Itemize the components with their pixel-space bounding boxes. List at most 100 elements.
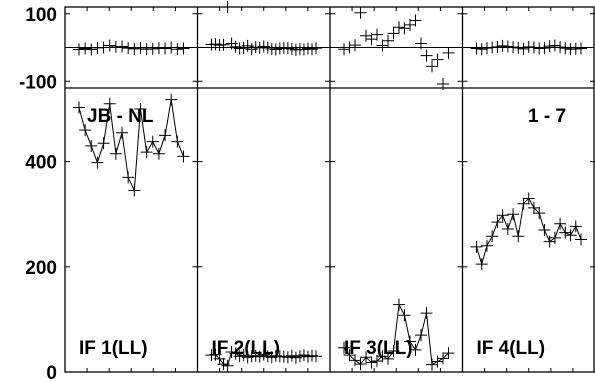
amp-point [152, 147, 165, 160]
phase-point [73, 43, 85, 56]
panel-2: IF 2(LL) [205, 1, 322, 372]
phase-point [159, 42, 172, 55]
phase-point [354, 6, 367, 19]
phase-point [360, 29, 372, 42]
amp-point [486, 230, 499, 243]
amp-point [376, 350, 389, 363]
amp-point [437, 352, 449, 365]
amp-point [480, 239, 493, 252]
phase-point [575, 42, 587, 55]
amp-point [79, 124, 92, 137]
phase-tick-label: 100 [25, 5, 57, 26]
panel-label: IF 4(LL) [477, 338, 546, 359]
phase-point [217, 38, 230, 51]
scan-label: 1 - 7 [528, 106, 566, 127]
amp-point [103, 97, 116, 110]
phase-point [522, 40, 535, 53]
amp-tick-label: 400 [25, 153, 57, 174]
amp-point [527, 201, 540, 214]
phase-point [165, 41, 178, 54]
amp-point [360, 351, 372, 364]
phase-point [85, 43, 98, 56]
phase-point [387, 27, 400, 40]
phase-point [470, 42, 483, 55]
amp-point [431, 355, 444, 368]
amp-point [97, 137, 110, 150]
phase-point [349, 39, 361, 52]
baseline-label: JB - NL [87, 106, 154, 127]
amp-line [78, 99, 184, 193]
phase-point [116, 40, 129, 53]
amp-point [426, 358, 438, 371]
amp-point [371, 354, 383, 367]
phase-point [426, 60, 438, 73]
amp-point [543, 235, 556, 248]
phase-point [437, 77, 449, 90]
phase-point [382, 34, 394, 47]
phase-point [496, 39, 509, 52]
panel-label: IF 1(LL) [79, 338, 148, 359]
amp-tick-label: 0 [46, 363, 57, 382]
amp-point [442, 347, 455, 360]
amp-point [409, 343, 422, 356]
panel-label: IF 3(LL) [344, 338, 413, 359]
amp-point [548, 231, 561, 244]
phase-point [393, 21, 405, 34]
amp-point [404, 335, 416, 348]
phase-point [543, 40, 556, 53]
amp-point [338, 341, 350, 354]
amp-point [575, 233, 587, 246]
amp-point [554, 217, 567, 230]
amp-line [343, 303, 449, 366]
panel-4: IF 4(LL) [470, 39, 587, 359]
phase-point [343, 41, 356, 54]
phase-point [177, 42, 190, 55]
phase-point [310, 42, 322, 55]
phase-point [398, 22, 411, 35]
phase-point [548, 39, 561, 52]
amp-point [398, 309, 411, 322]
phase-point [97, 41, 110, 54]
phase-point [538, 42, 551, 55]
phase-point [415, 37, 427, 50]
phase-point [512, 41, 525, 54]
amp-point [134, 103, 147, 116]
phase-point [221, 1, 234, 13]
amp-point [310, 350, 322, 363]
amp-tick-label: 200 [25, 258, 57, 279]
amp-point [564, 229, 577, 242]
phase-point [171, 43, 184, 56]
plot-frames [64, 6, 595, 373]
amp-point [393, 298, 405, 311]
amp-point [501, 222, 514, 235]
amp-point [517, 197, 530, 210]
amp-point [159, 129, 172, 142]
amp-point [470, 240, 483, 253]
amp-point [343, 349, 356, 362]
amp-point [569, 220, 582, 233]
amp-point [382, 352, 394, 365]
phase-point [409, 14, 422, 27]
phase-point [475, 43, 488, 56]
amp-point [354, 358, 367, 371]
amp-point [122, 171, 135, 184]
phase-point [420, 49, 433, 62]
phase-point [517, 42, 530, 55]
phase-point [376, 39, 389, 52]
amp-point [522, 192, 535, 205]
amp-point [85, 139, 98, 152]
amp-point [420, 307, 433, 320]
amp-point [365, 356, 378, 369]
phase-point [128, 42, 141, 55]
amp-point [165, 93, 178, 106]
phase-point [442, 46, 455, 59]
amp-point [538, 224, 551, 236]
phase-point [486, 41, 499, 54]
panel-1: IF 1(LL) [73, 39, 190, 359]
phase-point [527, 41, 540, 54]
phase-point [431, 53, 444, 66]
phase-point [371, 28, 383, 41]
phase-tick-label: -100 [19, 72, 57, 93]
amp-point [171, 135, 184, 148]
